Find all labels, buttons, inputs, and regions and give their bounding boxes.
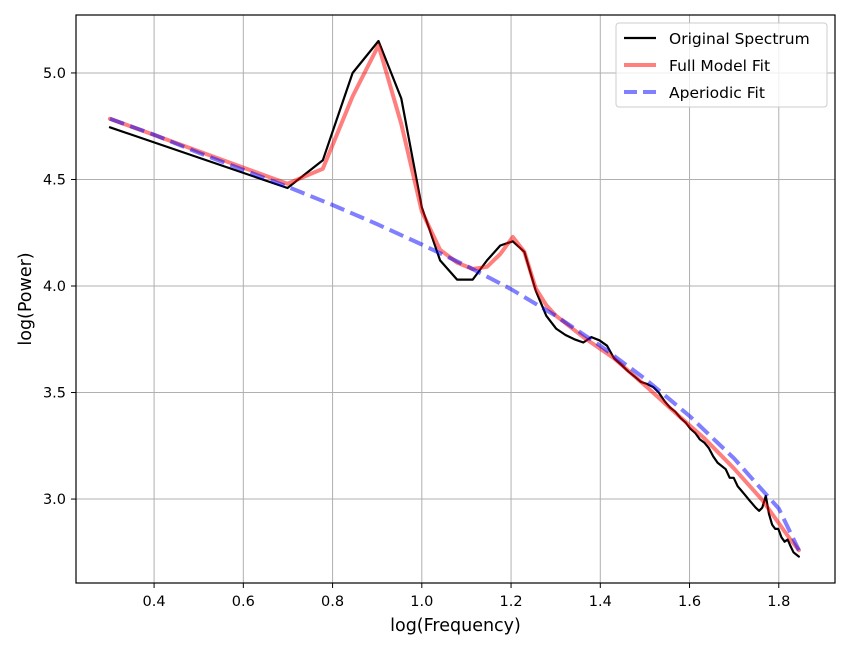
y-tick-label: 3.0: [43, 492, 66, 508]
y-axis-label: log(Power): [16, 252, 36, 345]
legend-box: [615, 22, 828, 108]
legend-label: Full Model Fit: [669, 57, 770, 75]
legend: Original Spectrum Full Model Fit Aperiodic…: [615, 22, 828, 108]
x-tick-label: 1.4: [589, 594, 612, 610]
y-tick-label: 5.0: [43, 66, 66, 82]
legend-item: Aperiodic Fit: [624, 84, 765, 102]
x-axis-label: log(Frequency): [390, 616, 521, 636]
x-tick-label: 0.6: [232, 594, 255, 610]
x-tick-label: 1.6: [678, 594, 701, 610]
plot-area-frame: [75, 14, 836, 584]
series-full-model-fit: [107, 43, 801, 553]
legend-item: Original Spectrum: [624, 30, 810, 48]
legend-item: Full Model Fit: [624, 57, 770, 75]
series-original-spectrum: [108, 39, 801, 558]
legend-items: Original Spectrum Full Model Fit Aperiodic…: [624, 30, 810, 102]
legend-label: Original Spectrum: [669, 30, 810, 48]
y-tick-label: 4.0: [43, 279, 66, 295]
x-tick-label: 0.8: [321, 594, 344, 610]
y-tick-label: 4.5: [43, 172, 66, 188]
x-tick-label: 1.0: [410, 594, 433, 610]
x-axis-ticks: 0.4 0.6 0.8 1.0 1.2 1.4 1.6 1.8: [143, 583, 790, 610]
x-tick-label: 0.4: [143, 594, 166, 610]
x-tick-label: 1.8: [767, 594, 790, 610]
x-tick-label: 1.2: [500, 594, 523, 610]
legend-label: Aperiodic Fit: [669, 84, 765, 102]
series-lines: [107, 39, 801, 558]
series-aperiodic-fit: [109, 116, 801, 552]
y-tick-label: 3.5: [43, 386, 66, 402]
y-axis-ticks: 3.0 3.5 4.0 4.5 5.0: [43, 66, 76, 508]
